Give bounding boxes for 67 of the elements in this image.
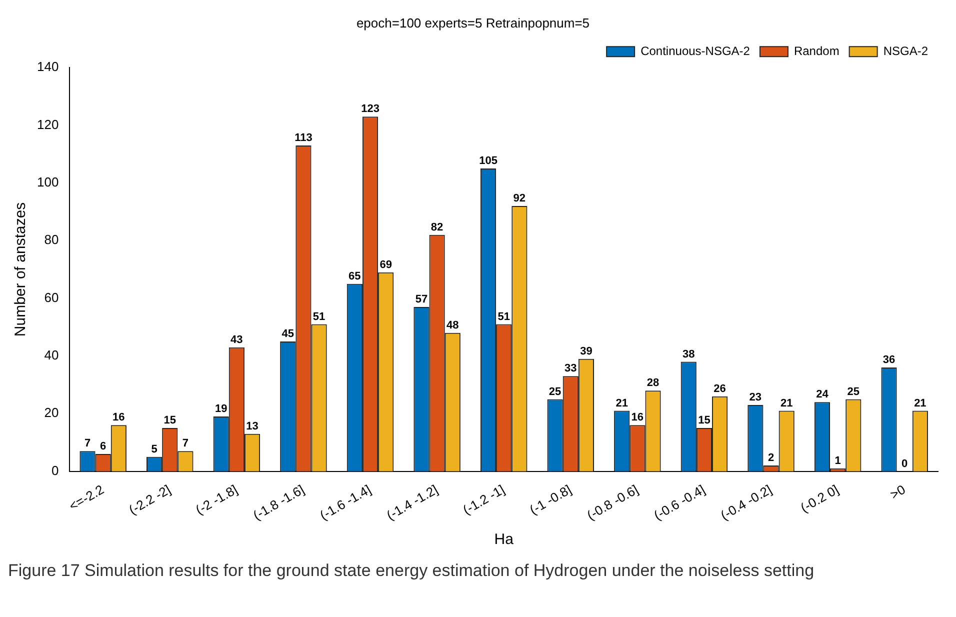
- y-tick-label: 0: [51, 462, 59, 478]
- y-axis-title: Number of anstazes: [12, 202, 30, 337]
- x-tick-label: (-0.4 -0.2]: [718, 482, 774, 523]
- x-tick-label: (-1.4 -1.2]: [384, 482, 440, 523]
- data-label: 16: [631, 412, 644, 424]
- data-label: 69: [380, 258, 392, 271]
- x-tick-label: (-0.6 -0.4]: [651, 482, 708, 523]
- data-label: 113: [294, 132, 312, 144]
- x-tick-label: (-1.2 -1]: [460, 482, 508, 518]
- data-label: 6: [100, 440, 106, 453]
- data-label: 15: [164, 414, 176, 427]
- data-label: 13: [246, 420, 258, 432]
- y-tick-label: 80: [44, 232, 59, 248]
- data-label: 21: [914, 397, 926, 410]
- data-label: 57: [415, 293, 428, 306]
- legend-label: Random: [794, 44, 840, 58]
- data-label: 123: [361, 103, 380, 116]
- x-tick-label: (-2.2 -2]: [126, 482, 174, 518]
- data-label: 0: [902, 458, 908, 470]
- data-label: 23: [749, 392, 762, 404]
- data-label: 19: [214, 403, 228, 416]
- y-tick-label: 100: [36, 174, 59, 190]
- data-label: 7: [182, 438, 189, 450]
- legend-label: NSGA-2: [883, 44, 928, 58]
- x-tick-label: (-0.8 -0.6]: [584, 482, 641, 523]
- legend-label: Continuous-NSGA-2: [640, 44, 750, 58]
- data-label: 26: [714, 382, 726, 395]
- y-tick-label: 20: [44, 405, 59, 420]
- chart-title: epoch=100 experts=5 Retrainpopnum=5: [356, 15, 590, 30]
- data-label: 39: [580, 345, 592, 358]
- data-label: 1: [834, 454, 841, 467]
- x-tick-label: >0: [888, 482, 908, 502]
- y-tick-label: 40: [44, 348, 59, 363]
- data-label: 45: [282, 328, 294, 340]
- x-tick-label: (-1.6 -1.4]: [317, 482, 374, 523]
- data-label: 92: [513, 192, 526, 205]
- data-label: 25: [548, 386, 562, 398]
- data-label: 21: [616, 397, 628, 410]
- data-label: 21: [780, 397, 793, 410]
- y-tick-label: 140: [36, 59, 59, 74]
- data-label: 48: [446, 319, 459, 332]
- x-tick-label: (-1.8 -1.6]: [250, 482, 307, 523]
- data-label: 51: [312, 310, 326, 323]
- data-label: 5: [151, 443, 158, 456]
- data-label: 16: [112, 412, 125, 424]
- y-tick-label: 120: [36, 116, 59, 132]
- data-label: 25: [847, 386, 860, 398]
- y-tick-label: 60: [44, 290, 59, 305]
- x-tick-label: (-0.2 0]: [798, 482, 842, 516]
- data-label: 82: [430, 221, 444, 234]
- data-label: 2: [768, 452, 774, 464]
- data-label: 38: [682, 348, 695, 360]
- data-label: 33: [564, 362, 577, 375]
- x-tick-label: (-1 -0.8]: [527, 482, 574, 518]
- x-axis-title: Ha: [494, 531, 514, 548]
- data-label: 105: [479, 155, 498, 168]
- data-label: 51: [498, 310, 510, 323]
- x-tick-label: (-2 -1.8]: [193, 482, 240, 518]
- data-label: 43: [230, 334, 243, 346]
- caption: Figure 17 Simulation results for the ground state energy estimation of Hydrogen under the noiseless setting: [8, 561, 816, 581]
- data-label: 15: [698, 414, 710, 427]
- data-label: 36: [882, 354, 896, 366]
- data-label: 28: [646, 377, 660, 390]
- data-label: 24: [816, 388, 830, 401]
- data-label: 65: [348, 270, 361, 282]
- data-label: 7: [84, 438, 91, 450]
- x-tick-label: <=-2.2: [66, 482, 106, 514]
